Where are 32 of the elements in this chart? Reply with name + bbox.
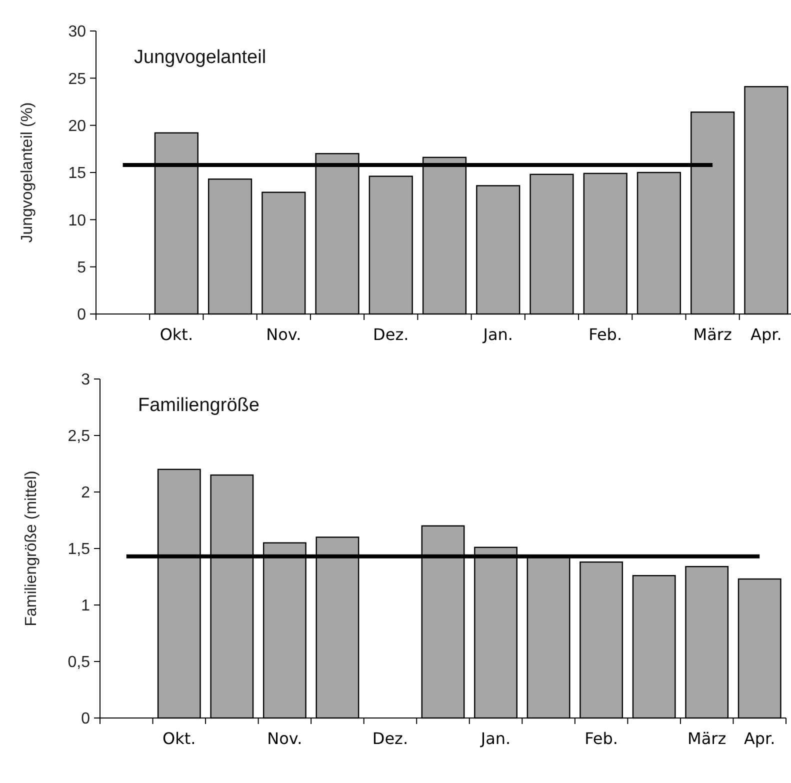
x-tick-label: Jan.	[480, 729, 511, 748]
x-tick-label: Apr.	[750, 325, 782, 344]
x-tick-label: Nov.	[266, 325, 302, 344]
y-tick-label: 30	[68, 24, 86, 41]
y-tick-label: 20	[68, 118, 86, 135]
y-tick-label: 2,5	[68, 428, 90, 446]
y-tick-label: 0,5	[68, 654, 90, 672]
x-tick-label: Feb.	[588, 325, 622, 344]
x-tick-label: Apr.	[744, 729, 776, 748]
x-tick-label: März	[693, 325, 732, 344]
y-tick-label: 1	[81, 598, 90, 615]
text: Jungvogelanteil	[134, 47, 266, 68]
y-tick-label: 25	[68, 70, 86, 88]
y-tick-label: 15	[68, 165, 86, 182]
x-tick-label: Dez.	[373, 325, 409, 344]
x-tick-label: Okt.	[160, 325, 194, 344]
x-tick-label: Feb.	[584, 729, 618, 748]
y-tick-label: 10	[68, 212, 86, 230]
x-tick-label: Nov.	[267, 729, 302, 748]
y-tick-label: 3	[81, 372, 90, 389]
text: Familiengröße	[138, 395, 260, 416]
x-tick-label: März	[688, 729, 726, 748]
y-tick-label: 5	[77, 259, 86, 276]
x-tick-label: Okt.	[162, 729, 196, 748]
y-tick-label: 2	[81, 484, 90, 502]
x-tick-label: Jan.	[482, 325, 513, 344]
y-axis-title: Familiengröße (mittel)	[23, 470, 40, 626]
y-axis-title: Jungvogelanteil (%)	[19, 102, 36, 243]
x-tick-label: Dez.	[372, 729, 408, 748]
y-tick-label: 1,5	[68, 541, 90, 558]
y-tick-label: 0	[81, 710, 90, 728]
y-tick-label: 0	[77, 306, 86, 324]
